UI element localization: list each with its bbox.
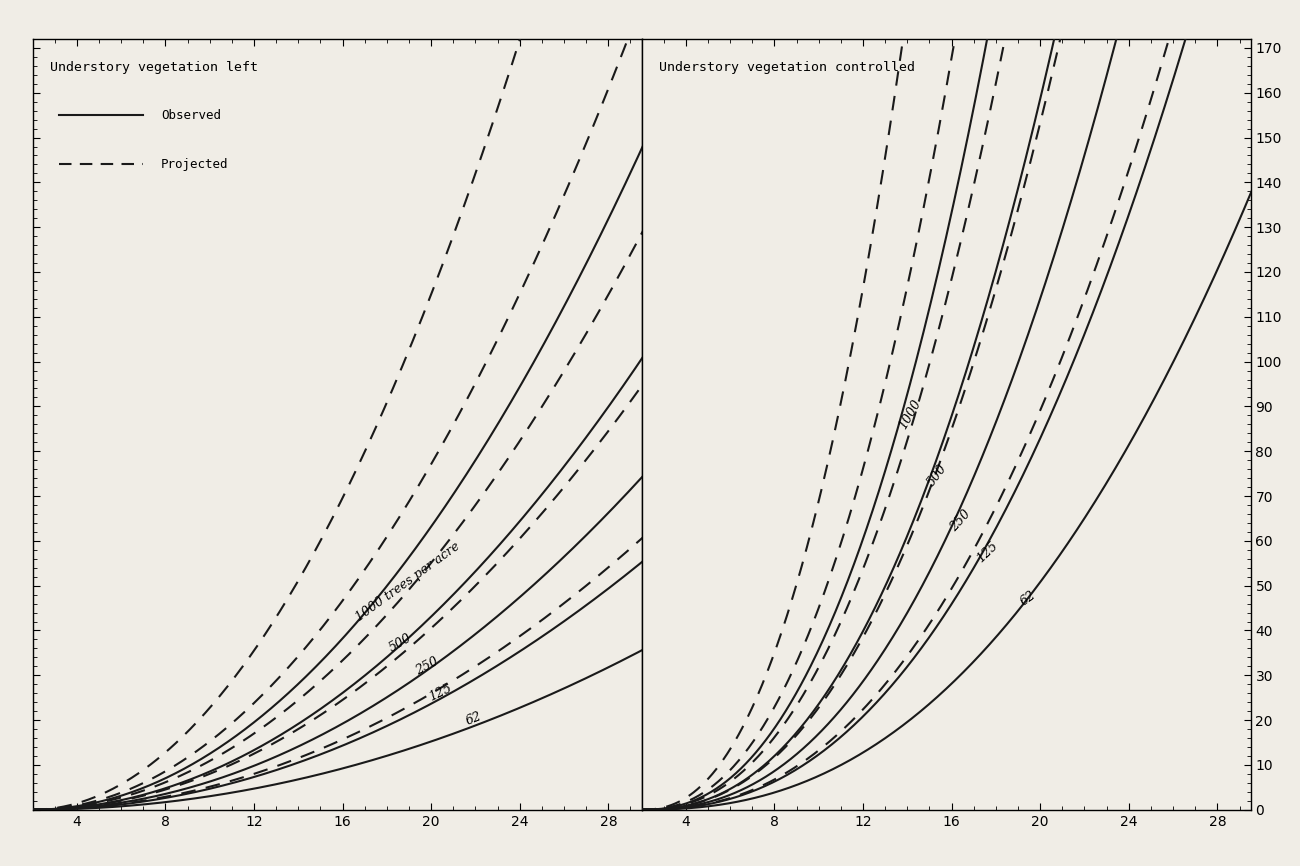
Text: 500: 500 [926, 462, 950, 488]
Text: 125: 125 [426, 682, 454, 704]
Text: 500: 500 [387, 631, 415, 655]
Text: Observed: Observed [161, 108, 221, 121]
Text: Projected: Projected [161, 158, 229, 171]
Text: 1000: 1000 [896, 397, 923, 431]
Text: 250: 250 [413, 655, 441, 677]
Text: Understory vegetation controlled: Understory vegetation controlled [659, 61, 915, 74]
Text: Understory vegetation left: Understory vegetation left [51, 61, 259, 74]
Text: 62: 62 [1018, 589, 1039, 609]
Text: 250: 250 [948, 507, 972, 533]
Text: 62: 62 [464, 709, 484, 727]
Text: 125: 125 [974, 540, 1000, 565]
Text: 1000 trees per acre: 1000 trees per acre [354, 540, 463, 624]
